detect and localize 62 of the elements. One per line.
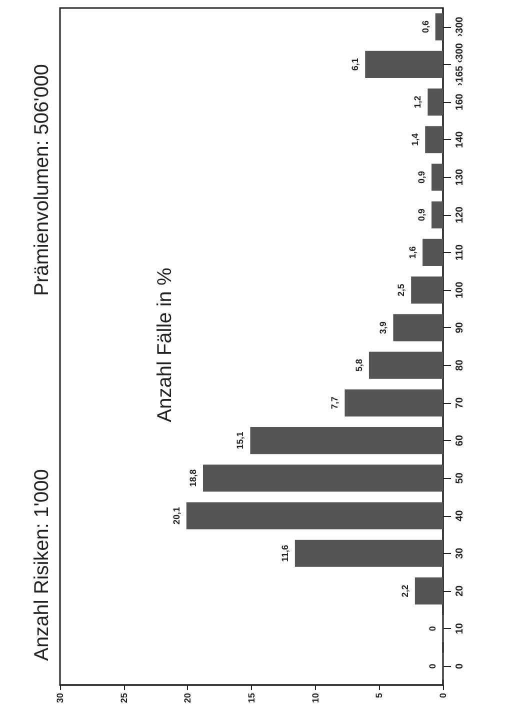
data-label: 18,8 <box>188 469 198 487</box>
bar <box>368 352 443 379</box>
x-tick-label: 15 <box>246 693 256 704</box>
data-label: 1,2 <box>412 96 423 108</box>
x-tick-label: 5 <box>374 693 384 698</box>
x-tick-label: 25 <box>118 693 129 704</box>
data-label: 5,8 <box>354 359 364 372</box>
y-tick-label: 10 <box>454 622 466 634</box>
data-label: 6,1 <box>350 58 360 71</box>
data-label: 3,9 <box>378 321 388 334</box>
y-tick-label: 100 <box>454 281 466 298</box>
y-tick-label: 140 <box>454 130 466 148</box>
data-label: 0,9 <box>416 170 427 184</box>
data-label: 20,1 <box>171 506 182 525</box>
x-tick-label: 20 <box>182 693 193 704</box>
data-label: 1,6 <box>408 246 418 259</box>
y-tick-label: ›165 ‹300 <box>454 42 466 86</box>
annotation: Anzahl Fälle in % <box>154 268 176 422</box>
bar <box>344 389 443 416</box>
bar <box>411 276 443 304</box>
bar <box>428 88 443 116</box>
y-tick-label: 20 <box>454 584 466 597</box>
bar <box>422 238 443 266</box>
bar <box>435 13 443 40</box>
data-label: 7,7 <box>330 396 340 410</box>
bar <box>365 50 443 78</box>
bar <box>425 126 443 154</box>
y-tick-label: ›300 <box>454 16 466 37</box>
y-tick-label: 120 <box>454 206 466 224</box>
data-label: 15,1 <box>235 432 246 450</box>
bar <box>202 464 443 492</box>
y-tick-label: 40 <box>454 510 466 522</box>
data-label: 0 <box>428 664 438 669</box>
bar <box>414 577 443 605</box>
text: Prämienvolumen: 506'000 <box>31 64 53 296</box>
y-tick-label: 0 <box>454 662 466 669</box>
data-label: 0 <box>428 626 438 632</box>
x-tick-label: 30 <box>55 693 65 704</box>
y-tick-label: 80 <box>454 359 466 371</box>
bar <box>294 540 443 567</box>
data-label: 2,2 <box>400 584 410 598</box>
x-tick-label: 0 <box>438 693 448 698</box>
y-tick-label: 90 <box>454 322 466 334</box>
y-tick-label: 30 <box>454 547 466 559</box>
y-tick-label: 160 <box>454 93 466 110</box>
x-tick-label: 10 <box>310 693 320 704</box>
y-tick-label: 70 <box>454 396 466 408</box>
y-tick-label: 60 <box>454 434 466 446</box>
y-tick-label: 130 <box>454 168 466 186</box>
bar <box>432 164 443 191</box>
y-tick-label: 110 <box>454 244 466 261</box>
bar <box>250 426 443 454</box>
data-label: 0,9 <box>416 208 427 222</box>
data-label: 1,4 <box>410 133 420 146</box>
text: Anzahl Risiken: 1'000 <box>31 469 53 661</box>
bar <box>186 502 443 530</box>
data-label: 0,6 <box>420 20 430 34</box>
data-label: 2,5 <box>396 284 406 296</box>
bar <box>393 314 443 342</box>
y-tick-label: 50 <box>454 472 466 484</box>
data-label: 11,6 <box>280 544 290 562</box>
bar <box>432 201 443 228</box>
